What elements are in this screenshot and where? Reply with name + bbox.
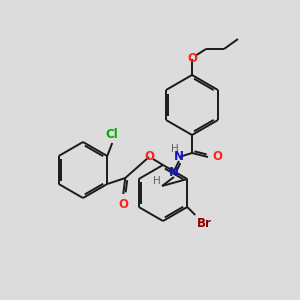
Text: O: O [212,151,222,164]
Text: Br: Br [197,217,212,230]
Text: H: H [171,144,179,154]
Text: N: N [169,167,179,179]
Text: N: N [174,151,184,164]
Text: Cl: Cl [106,128,118,141]
Text: O: O [144,151,154,164]
Text: O: O [187,52,197,65]
Text: H: H [153,176,161,186]
Text: O: O [118,198,128,211]
